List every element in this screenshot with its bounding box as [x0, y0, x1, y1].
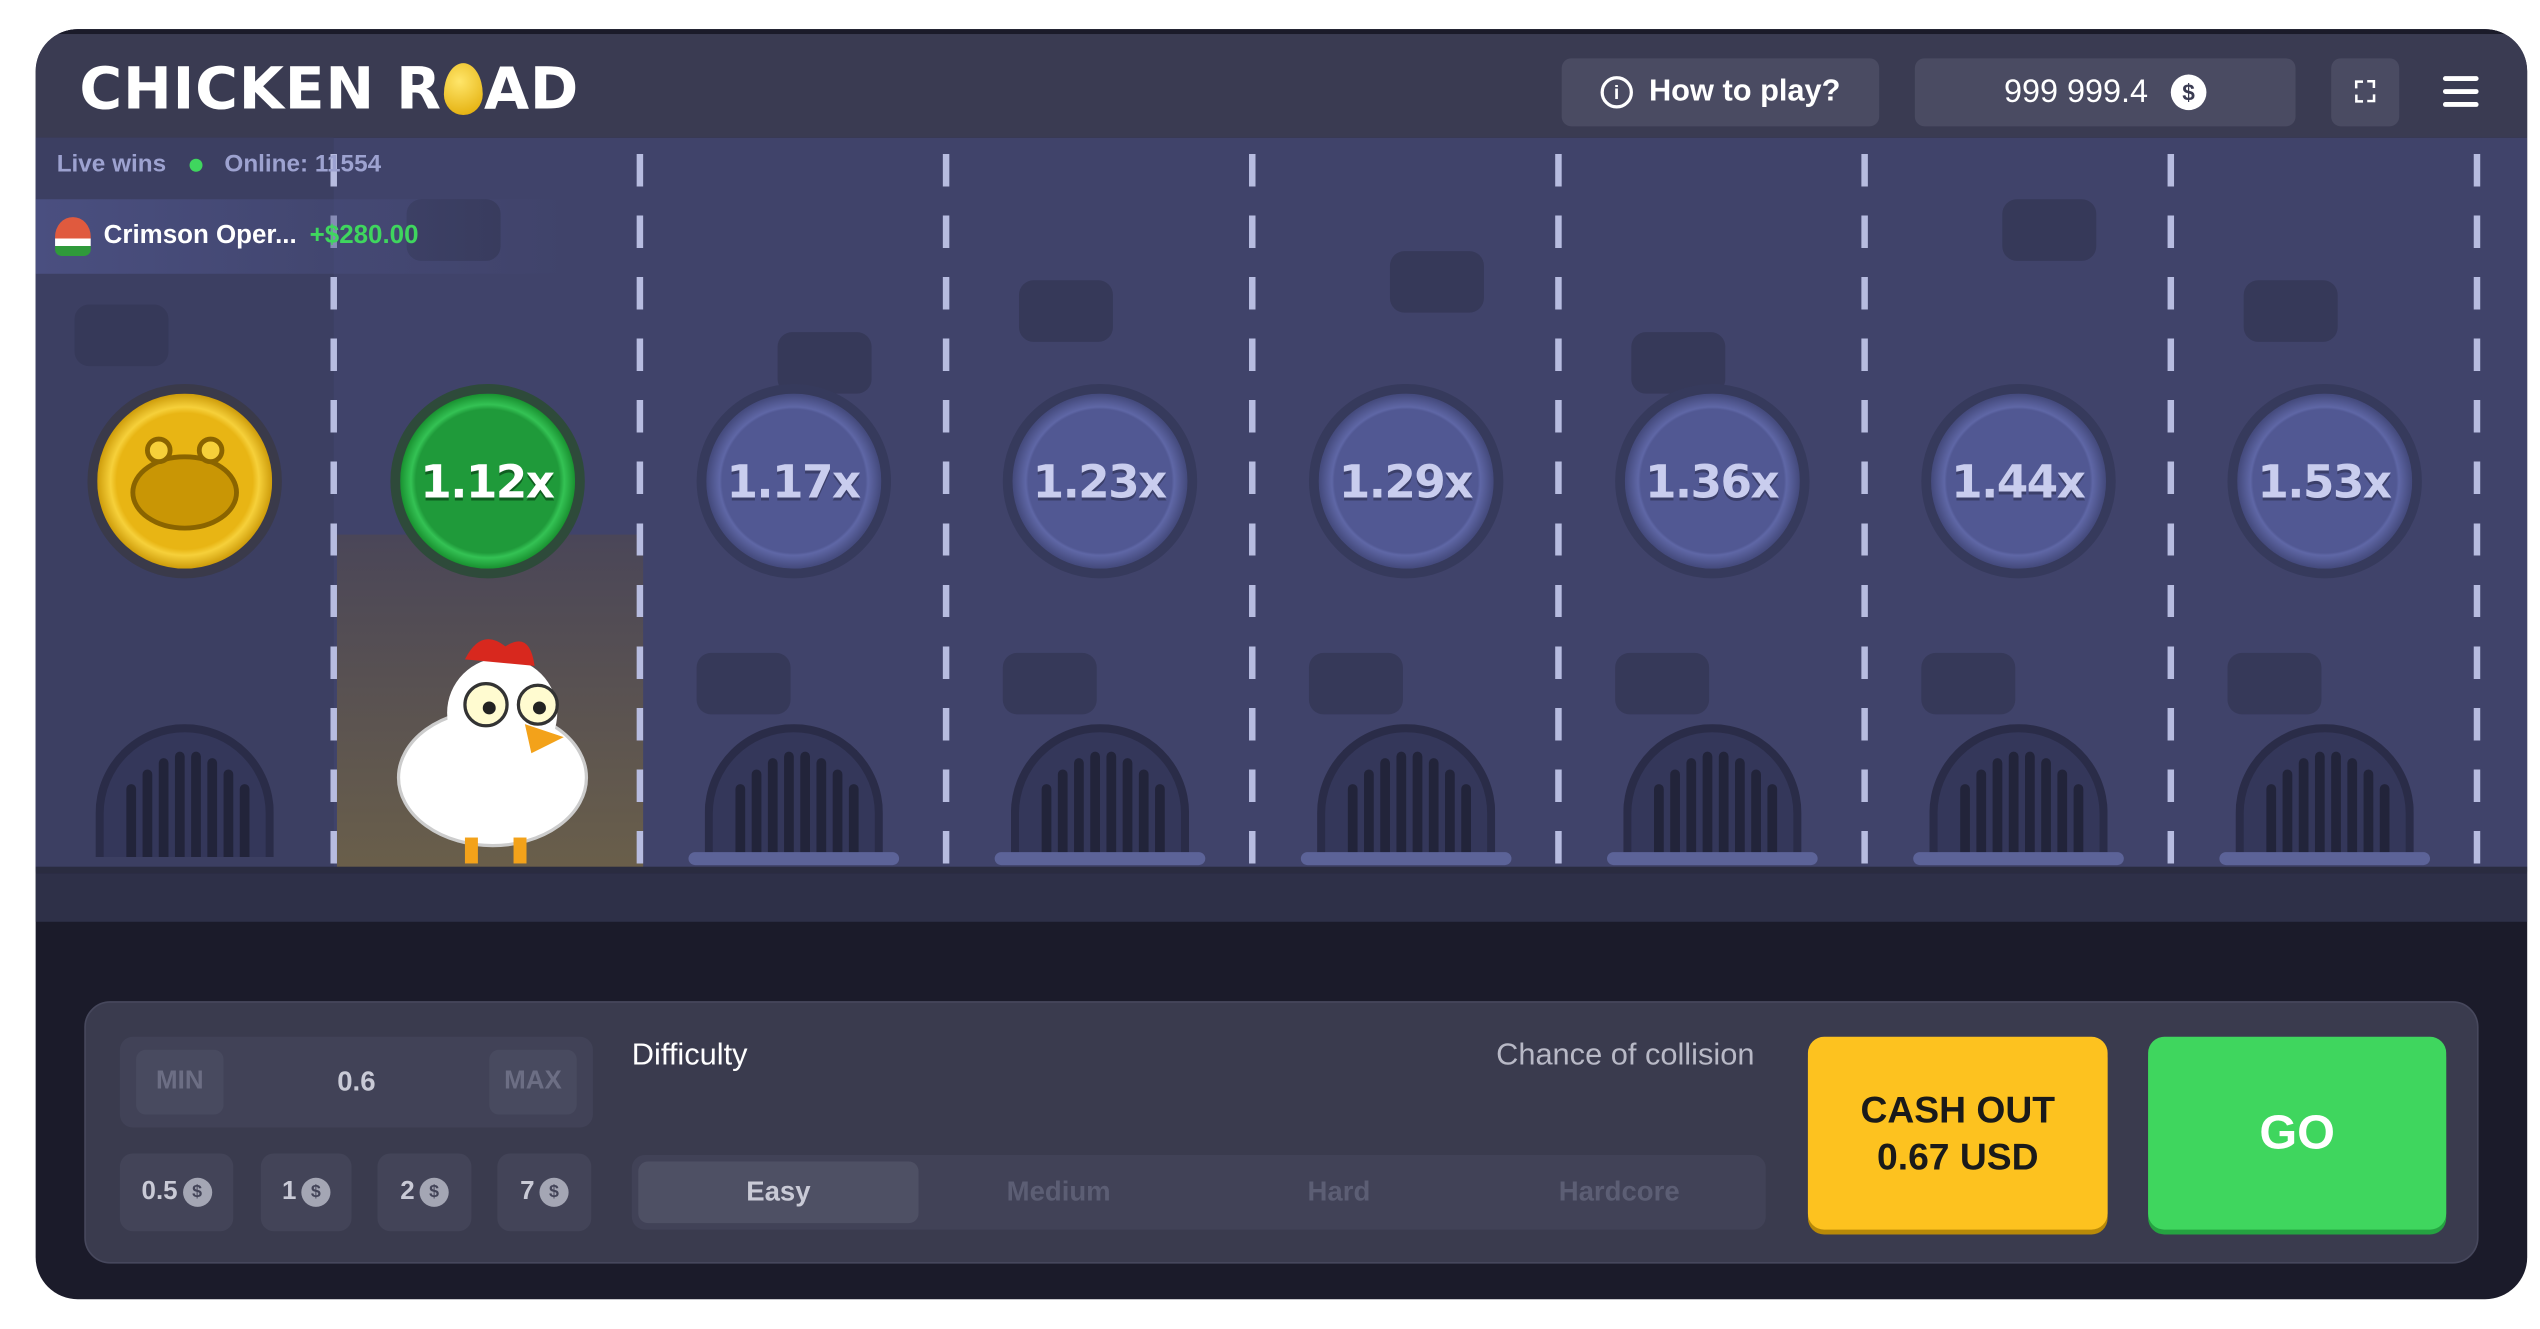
game-window: CHICKEN R AD i How to play? 999 999.4 $ ⛶… [35, 29, 2528, 1300]
chip-button[interactable]: 0.5 $ [119, 1153, 234, 1232]
roast-chicken-icon [130, 436, 239, 531]
obstacle [1308, 652, 1403, 715]
obstacle [2001, 199, 2096, 261]
win-amount: +$280.00 [309, 221, 419, 250]
obstacle [695, 652, 790, 715]
how-to-play-label: How to play? [1648, 74, 1841, 109]
sewer-grate-icon [1010, 724, 1189, 857]
multiplier-coin: 1.44x [1920, 383, 2115, 579]
difficulty-medium[interactable]: Medium [1006, 1176, 1111, 1207]
grate-base [687, 852, 899, 866]
win-username: Crimson Oper... [103, 221, 297, 250]
sewer-grate-icon [1316, 724, 1495, 857]
difficulty-selector: Easy Medium Hard Hardcore [631, 1155, 1766, 1230]
live-wins-bar: Live wins Online: 11554 [57, 151, 381, 179]
chip-value: 2 [400, 1177, 415, 1206]
chip-value: 0.5 [141, 1177, 178, 1206]
online-count: Online: 11554 [224, 150, 382, 179]
obstacle [1614, 652, 1709, 715]
lane-divider [2473, 153, 2481, 872]
lane-divider [1555, 153, 1562, 872]
sewer-grate-icon [1622, 724, 1801, 857]
lane-divider [1249, 153, 1256, 872]
grate-base [1300, 852, 1511, 866]
grate-base [2218, 852, 2430, 866]
cash-out-label: CASH OUT [1860, 1087, 2056, 1130]
sewer-grate-icon [703, 724, 883, 857]
header: CHICKEN R AD i How to play? 999 999.4 $ ⛶ [35, 29, 2528, 138]
road-bottom-strip [35, 873, 2528, 922]
difficulty-hardcore[interactable]: Hardcore [1558, 1176, 1680, 1207]
go-button[interactable]: GO [2148, 1036, 2447, 1230]
difficulty-easy[interactable]: Easy [638, 1161, 919, 1224]
cash-out-amount: 0.67 USD [1876, 1134, 2039, 1177]
sewer-grate-icon [2234, 724, 2413, 857]
how-to-play-button[interactable]: i How to play? [1561, 58, 1880, 127]
grate-base [1912, 852, 2124, 866]
dollar-coin-icon: $ [2170, 74, 2207, 111]
bet-value[interactable]: 0.6 [337, 1065, 376, 1097]
start-coin [87, 383, 282, 579]
balance-value: 999 999.4 [2003, 73, 2149, 110]
lane-divider [2167, 153, 2175, 872]
multiplier-coin: 1.36x [1614, 383, 1809, 579]
hamburger-menu-icon[interactable] [2442, 76, 2479, 115]
grate-base [1606, 852, 1817, 866]
curb [35, 866, 2528, 874]
multiplier-coin: 1.29x [1308, 383, 1503, 579]
sewer-grate-icon [1928, 724, 2107, 857]
cash-out-button[interactable]: CASH OUT 0.67 USD [1807, 1036, 2108, 1230]
obstacle [2242, 280, 2337, 342]
dollar-coin-icon: $ [419, 1177, 449, 1207]
multiplier-coin: 1.17x [695, 383, 891, 579]
control-panel: MIN 0.6 MAX 0.5 $ 1 $ 2 $ 7 $ Difficulty Cha… [84, 1001, 2479, 1264]
obstacle [2226, 652, 2321, 715]
obstacle [776, 332, 871, 394]
bet-amount-input[interactable]: MIN 0.6 MAX [119, 1036, 593, 1128]
user-avatar [55, 217, 91, 256]
max-bet-button[interactable]: MAX [489, 1049, 577, 1115]
multiplier-coin: 1.23x [1001, 383, 1197, 579]
live-wins-label: Live wins [56, 150, 167, 179]
obstacle [1001, 652, 1096, 715]
chicken-character [376, 624, 611, 875]
chip-button[interactable]: 2 $ [377, 1153, 472, 1232]
fullscreen-button[interactable]: ⛶ [2331, 58, 2400, 127]
online-dot-icon [188, 157, 202, 171]
dollar-coin-icon: $ [182, 1177, 212, 1207]
egg-icon [443, 63, 483, 116]
collision-chance-label: Chance of collision [1496, 1038, 1755, 1073]
chip-value: 1 [281, 1177, 297, 1206]
obstacle [1389, 251, 1484, 313]
fullscreen-icon: ⛶ [2354, 75, 2376, 108]
lane-divider [636, 153, 644, 872]
info-icon: i [1600, 76, 1633, 109]
difficulty-label: Difficulty [631, 1038, 748, 1073]
obstacle [1920, 652, 2015, 715]
grate-base [993, 852, 1205, 866]
obstacle [1630, 332, 1725, 394]
dollar-coin-icon: $ [301, 1177, 331, 1207]
chip-button[interactable]: 1 $ [260, 1153, 352, 1232]
live-win-item: Crimson Oper... +$280.00 [35, 199, 571, 274]
sewer-grate-icon [95, 724, 274, 857]
chip-button[interactable]: 7 $ [497, 1153, 592, 1232]
min-bet-button[interactable]: MIN [136, 1049, 224, 1115]
multiplier-coin: 1.12x [389, 383, 585, 579]
dollar-coin-icon: $ [539, 1177, 569, 1207]
obstacle [1018, 280, 1113, 342]
lane-divider [942, 153, 950, 872]
lane-divider [330, 153, 337, 872]
lane-divider [1861, 153, 1868, 872]
logo: CHICKEN R AD [79, 56, 580, 124]
multiplier-coin: 1.53x [2226, 383, 2422, 579]
chip-value: 7 [520, 1177, 535, 1206]
difficulty-hard[interactable]: Hard [1307, 1176, 1371, 1207]
obstacle [74, 304, 169, 367]
balance-display: 999 999.4 $ [1914, 58, 2296, 127]
